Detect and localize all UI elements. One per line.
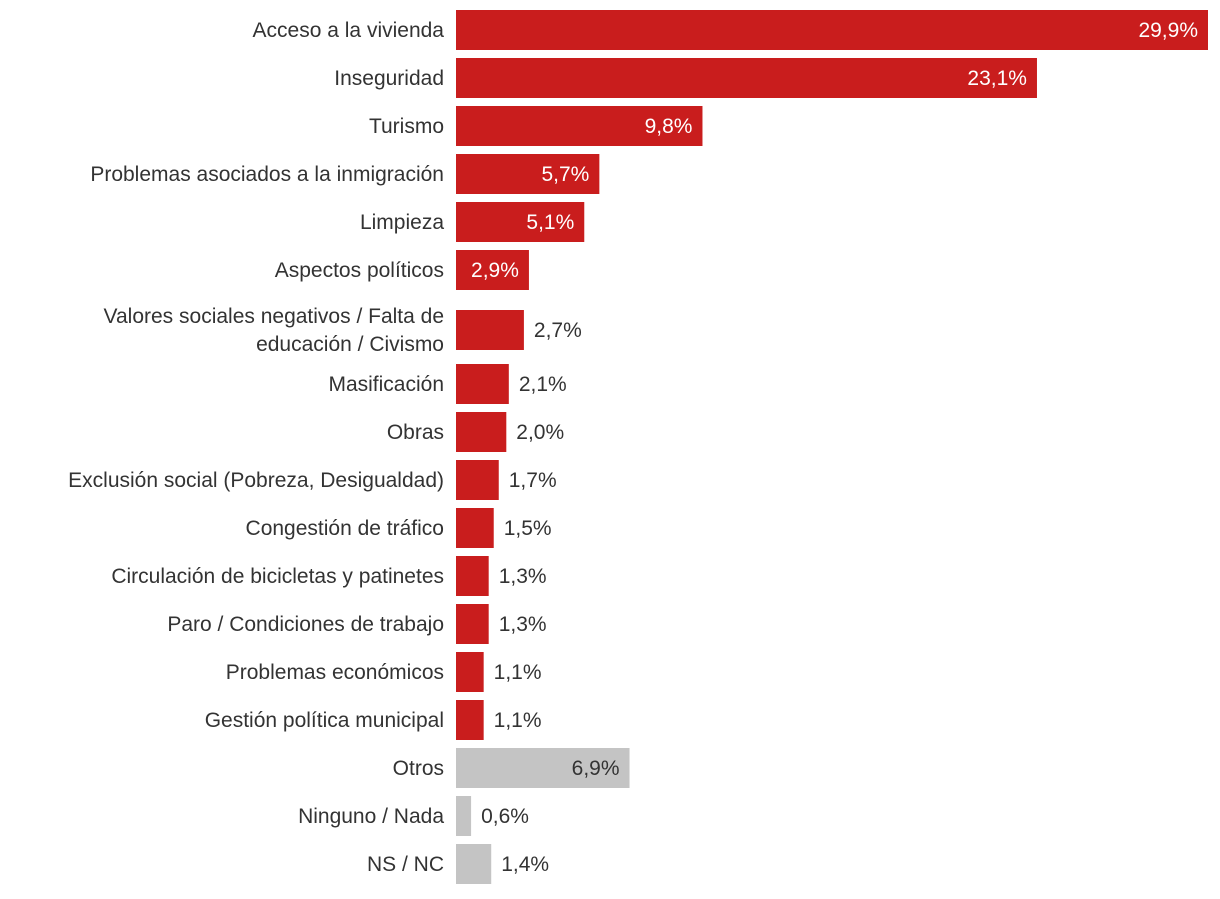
bar [456, 412, 507, 452]
bar-row: Gestión política municipal 1,1% [205, 700, 542, 740]
category-label: Limpieza [360, 211, 444, 234]
category-label: NS / NC [367, 853, 444, 876]
category-label: Masificación [328, 373, 444, 396]
category-label: Circulación de bicicletas y patinetes [111, 565, 444, 588]
value-label: 1,4% [501, 853, 549, 876]
bar-row: Masificación 2,1% [328, 364, 567, 404]
bar [456, 700, 484, 740]
bar [456, 556, 489, 596]
value-label: 2,7% [534, 319, 582, 342]
category-label: Paro / Condiciones de trabajo [167, 613, 444, 636]
value-label: 2,9% [471, 259, 519, 282]
category-label: Exclusión social (Pobreza, Desigualdad) [68, 469, 444, 492]
bar [456, 202, 585, 242]
bar-row: Paro / Condiciones de trabajo 1,3% [167, 604, 547, 644]
bar [456, 310, 524, 350]
value-label: 0,6% [481, 805, 529, 828]
bar [456, 364, 509, 404]
bar-row: Obras 2,0% [387, 412, 564, 452]
category-label: Obras [387, 421, 444, 444]
value-label: 5,7% [541, 163, 589, 186]
bar [456, 106, 703, 146]
bar-row: Otros 6,9% [393, 748, 630, 788]
bar-row: Inseguridad 23,1% [334, 58, 1037, 98]
bar [456, 796, 472, 836]
category-label: Aspectos políticos [275, 259, 444, 282]
value-label: 1,3% [499, 565, 547, 588]
bar-row: Circulación de bicicletas y patinetes 1,3… [111, 556, 547, 596]
category-label: Otros [393, 757, 444, 780]
bar-row: Valores sociales negativos / Falta de edu… [104, 305, 582, 356]
category-label: Problemas asociados a la inmigración [90, 163, 444, 186]
bar-row: Congestión de tráfico 1,5% [246, 508, 552, 548]
bar [456, 10, 1208, 50]
bar [456, 844, 492, 884]
category-label: Valores sociales negativos / Falta de edu… [104, 305, 444, 356]
category-label: Ninguno / Nada [298, 805, 444, 828]
bar [456, 154, 600, 194]
bar-row: Ninguno / Nada 0,6% [298, 796, 529, 836]
category-label: Problemas económicos [226, 661, 444, 684]
bar [456, 652, 484, 692]
category-label: Inseguridad [334, 67, 444, 90]
value-label: 2,1% [519, 373, 567, 396]
bar [456, 250, 529, 290]
bar [456, 58, 1037, 98]
value-label: 1,7% [509, 469, 557, 492]
bar-row: Limpieza 5,1% [360, 202, 585, 242]
value-label: 1,1% [494, 709, 542, 732]
bar [456, 604, 489, 644]
value-label: 2,0% [516, 421, 564, 444]
category-label: Gestión política municipal [205, 709, 444, 732]
bar-row: Problemas asociados a la inmigración 5,7% [90, 154, 600, 194]
bar-row: Exclusión social (Pobreza, Desigualdad) 1… [68, 460, 557, 500]
value-label: 9,8% [645, 115, 693, 138]
value-label: 23,1% [967, 67, 1027, 90]
bar-row: Acceso a la vivienda 29,9% [253, 10, 1208, 50]
value-label: 29,9% [1138, 19, 1198, 42]
bar-row: Turismo 9,8% [369, 106, 703, 146]
value-label: 1,5% [504, 517, 552, 540]
category-label: Congestión de tráfico [246, 517, 444, 540]
bar [456, 508, 494, 548]
value-label: 1,1% [494, 661, 542, 684]
value-label: 6,9% [572, 757, 620, 780]
bar-row: Problemas económicos 1,1% [226, 652, 542, 692]
bar-row: Aspectos políticos 2,9% [275, 250, 529, 290]
category-label: Turismo [369, 115, 444, 138]
bar-row: NS / NC 1,4% [367, 844, 549, 884]
bar [456, 460, 499, 500]
category-label: Acceso a la vivienda [253, 19, 445, 42]
value-label: 1,3% [499, 613, 547, 636]
bar [456, 748, 630, 788]
value-label: 5,1% [526, 211, 574, 234]
